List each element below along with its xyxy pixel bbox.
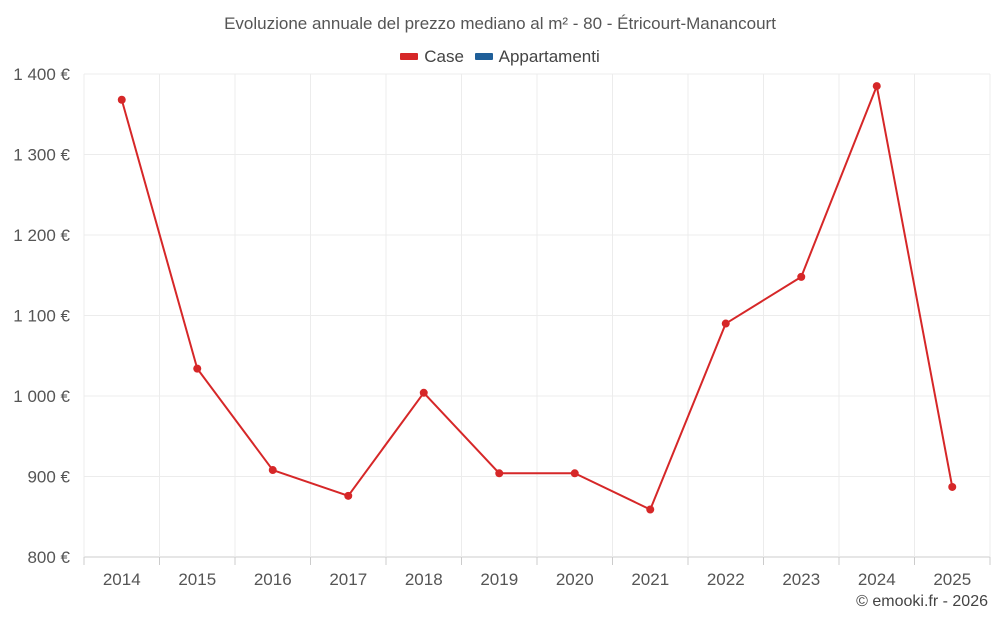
y-tick-label: 1 000 €: [13, 387, 70, 406]
series-line-case: [120, 85, 954, 511]
x-tick-label: 2020: [556, 570, 594, 589]
x-tick-label: 2019: [480, 570, 518, 589]
data-point: [419, 388, 428, 397]
legend-label-case: Case: [424, 46, 464, 66]
data-point: [797, 272, 806, 281]
x-tick-label: 2018: [405, 570, 443, 589]
data-point: [193, 364, 202, 373]
legend-item-appartamenti[interactable]: Appartamenti: [474, 46, 600, 67]
legend-label-appartamenti: Appartamenti: [498, 46, 600, 66]
chart-title: Evoluzione annuale del prezzo mediano al…: [224, 14, 776, 33]
data-point: [948, 482, 957, 491]
legend-swatch-case: [400, 53, 419, 60]
data-point: [721, 319, 730, 328]
x-tick-label: 2014: [103, 570, 141, 589]
y-tick-label: 800 €: [27, 548, 70, 567]
y-tick-label: 1 400 €: [13, 65, 70, 84]
x-tick-label: 2015: [178, 570, 216, 589]
credit-text: © emooki.fr - 2026: [856, 593, 988, 610]
x-tick-label: 2022: [707, 570, 745, 589]
y-tick-label: 1 300 €: [13, 146, 70, 165]
x-tick-label: 2021: [631, 570, 669, 589]
x-tick-label: 2024: [858, 570, 896, 589]
data-point: [570, 469, 579, 478]
data-point: [872, 82, 881, 91]
data-point: [268, 466, 277, 475]
x-tick-label: 2025: [933, 570, 971, 589]
legend-item-case[interactable]: Case: [400, 47, 464, 67]
y-tick-label: 900 €: [27, 468, 70, 487]
legend: Case Appartamenti: [0, 45, 1000, 67]
data-point: [117, 95, 126, 104]
data-point: [344, 491, 353, 500]
x-tick-label: 2017: [329, 570, 367, 589]
x-tick-label: 2023: [782, 570, 820, 589]
y-tick-label: 1 200 €: [13, 226, 70, 245]
data-point: [646, 505, 655, 514]
y-tick-label: 1 100 €: [13, 307, 70, 326]
legend-swatch-appartamenti: [474, 53, 493, 60]
data-point: [495, 469, 504, 478]
x-tick-label: 2016: [254, 570, 292, 589]
